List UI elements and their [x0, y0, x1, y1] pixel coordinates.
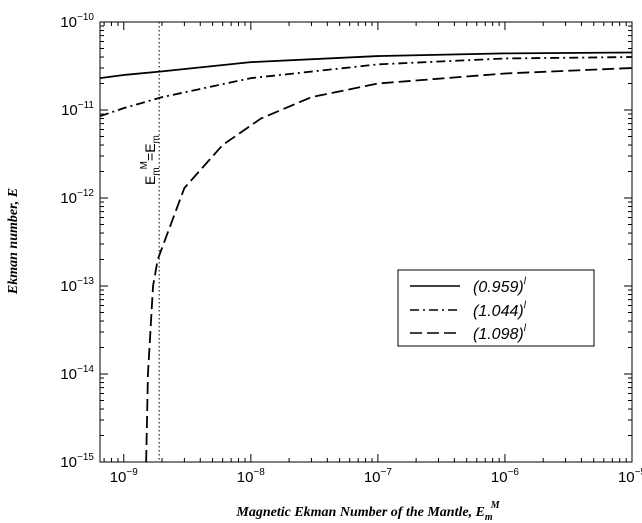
y-tick-label-base: 10	[60, 14, 77, 31]
x-tick-label: 10−7	[364, 467, 393, 486]
y-tick-label-exp: −10	[77, 12, 94, 23]
x-tick-label-base: 10	[491, 469, 508, 486]
x-tick-label-base: 10	[237, 469, 254, 486]
x-axis-title-sup: M	[490, 500, 501, 511]
vline-label-sup: M	[139, 161, 150, 169]
legend: (0.959)l (1.044)l (1.098)l	[397, 269, 595, 347]
y-tick-label-exp: −12	[77, 188, 94, 199]
series-line-1	[100, 51, 632, 80]
legend-label-series-2: (1.044)l	[473, 300, 527, 320]
x-tick-label-exp: −8	[253, 467, 265, 478]
legend-label-series-1: (0.959)l	[473, 276, 527, 296]
y-tick-label-base: 10	[60, 190, 77, 207]
x-tick-label-exp: −6	[508, 467, 520, 478]
x-tick-label-exp: −9	[126, 467, 138, 478]
y-tick-label-base: 10	[61, 102, 78, 119]
x-axis-title-main: Magnetic Ekman Number of the Mantle, E	[235, 505, 485, 520]
x-tick-label-base: 10	[618, 469, 635, 486]
y-tick-label-exp: −11	[78, 100, 95, 111]
y-tick-label: 10−10	[60, 12, 94, 31]
series-line-3	[145, 67, 632, 462]
vline-label-sub2: m	[151, 135, 162, 143]
vline-label-sub: m	[151, 167, 162, 175]
x-axis-title-sub: m	[485, 512, 493, 523]
x-tick-label-exp: −5	[635, 467, 642, 478]
y-tick-label: 10−12	[60, 188, 94, 207]
series-line-2	[100, 56, 632, 118]
legend-label-series-3: (1.098)l	[473, 323, 527, 343]
x-tick-label: 10−5	[618, 467, 642, 486]
x-axis-title: Magnetic Ekman Number of the Mantle, EmM	[235, 500, 500, 523]
x-tick-label-exp: −7	[381, 467, 393, 478]
legend-series-2-sup: l	[524, 300, 527, 311]
y-tick-label: 10−13	[60, 276, 94, 295]
vline-annotation-label: EmM=Em	[139, 135, 162, 185]
x-tick-label: 10−9	[110, 467, 139, 486]
legend-series-1-name: (0.959)	[473, 279, 524, 296]
legend-series-2-name: (1.044)	[473, 303, 524, 320]
y-tick-label: 10−14	[60, 364, 94, 383]
y-axis-title: Ekman number, E	[6, 188, 21, 295]
vline-label-mid: =E	[142, 143, 158, 161]
x-tick-label: 10−8	[237, 467, 266, 486]
y-tick-label-base: 10	[60, 454, 77, 471]
y-tick-label-base: 10	[60, 366, 77, 383]
legend-series-3-name: (1.098)	[473, 326, 524, 343]
x-tick-label-base: 10	[364, 469, 381, 486]
axes-layer: 10−910−810−710−610−510−1510−1410−1310−12…	[60, 12, 642, 486]
y-tick-label-exp: −14	[77, 364, 94, 375]
vline-label-e: E	[142, 176, 158, 185]
legend-series-3-sup: l	[524, 323, 527, 334]
x-tick-label-base: 10	[110, 469, 127, 486]
legend-series-1-sup: l	[524, 276, 527, 287]
y-tick-label-exp: −13	[77, 276, 94, 287]
plot-layer	[100, 22, 632, 462]
y-tick-label: 10−11	[61, 100, 94, 119]
y-tick-label-exp: −15	[77, 452, 94, 463]
y-tick-label: 10−15	[60, 452, 94, 471]
y-tick-label-base: 10	[60, 278, 77, 295]
x-tick-label: 10−6	[491, 467, 520, 486]
